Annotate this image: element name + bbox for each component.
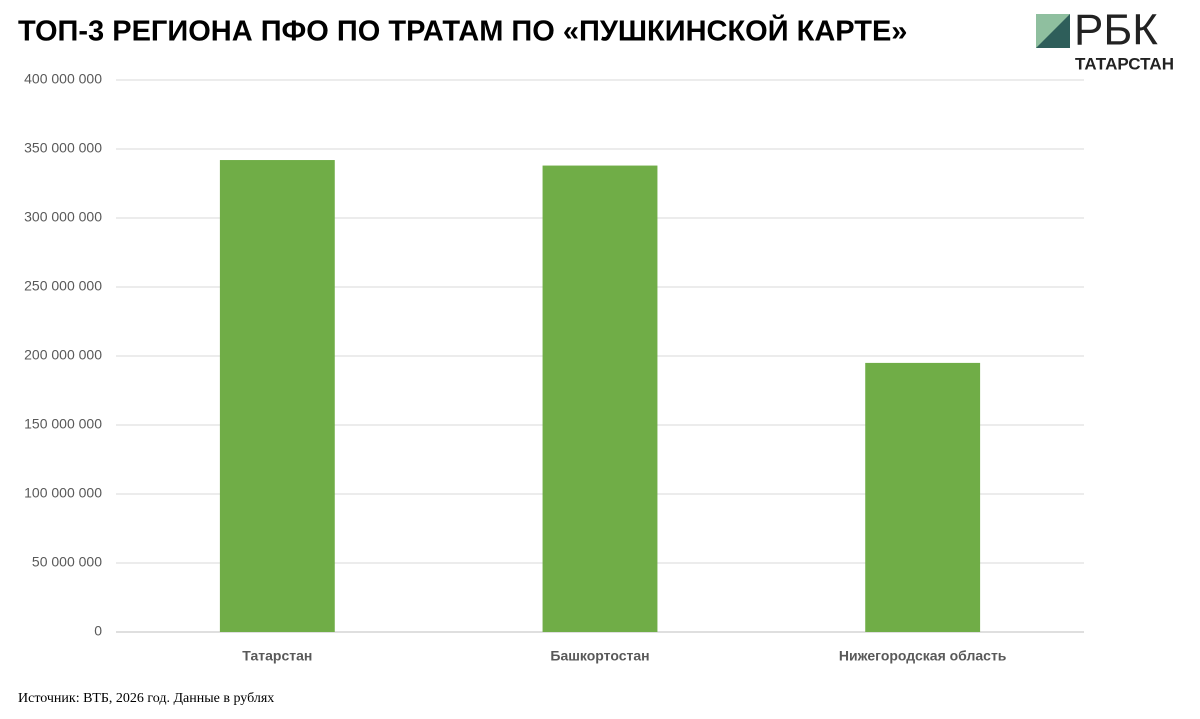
bar (542, 165, 658, 632)
x-tick-label: Башкортостан (550, 648, 649, 664)
y-tick-label: 200 000 000 (24, 347, 102, 363)
y-tick-label: 300 000 000 (24, 209, 102, 225)
y-tick-label: 100 000 000 (24, 485, 102, 501)
y-tick-label: 400 000 000 (24, 71, 102, 87)
logo-region: ТАТАРСТАН (1075, 54, 1174, 73)
x-tick-label: Татарстан (242, 648, 312, 664)
y-tick-label: 350 000 000 (24, 140, 102, 156)
logo-name: РБК (1074, 6, 1158, 55)
source-note: Источник: ВТБ, 2026 год. Данные в рублях (18, 691, 274, 706)
bar (219, 160, 335, 633)
chart-title: ТОП-3 РЕГИОНА ПФО ПО ТРАТАМ ПО «ПУШКИНСК… (18, 14, 907, 48)
logo-mark (1036, 14, 1070, 48)
y-tick-label: 0 (94, 623, 102, 639)
logo: РБК ТАТАРСТАН (1036, 6, 1174, 73)
bar (865, 362, 981, 632)
y-tick-label: 50 000 000 (32, 554, 102, 570)
y-tick-label: 150 000 000 (24, 416, 102, 432)
y-tick-label: 250 000 000 (24, 278, 102, 294)
x-tick-label: Нижегородская область (839, 648, 1007, 664)
